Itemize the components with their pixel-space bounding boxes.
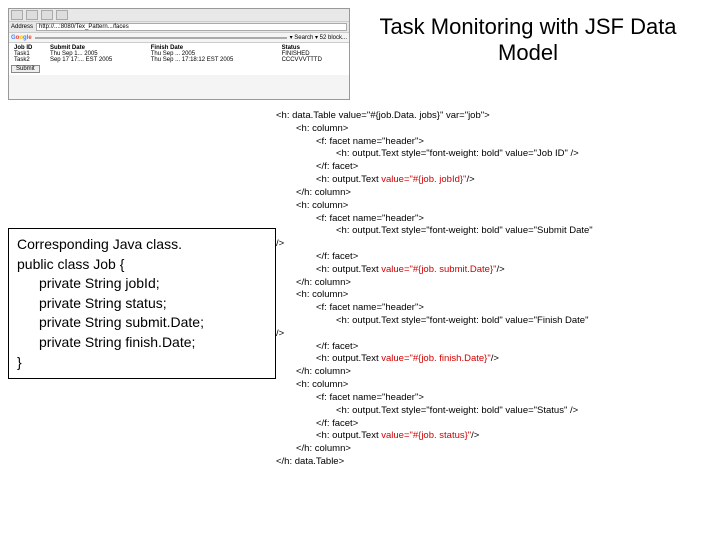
address-label: Address	[11, 24, 33, 30]
code-line: <h: output.Text value="#{job. submit.Dat…	[276, 264, 696, 277]
code-line: <h: output.Text style="font-weight: bold…	[276, 225, 696, 238]
java-line: public class Job {	[17, 255, 267, 275]
code-line: <h: output.Text value="#{job. status}"/>	[276, 430, 696, 443]
code-line: />	[276, 328, 696, 341]
code-line: </h: data.Table>	[276, 456, 696, 469]
code-line: <h: column>	[276, 123, 696, 136]
java-line: private String jobId;	[17, 274, 267, 294]
code-line: <f: facet name="header">	[276, 136, 696, 149]
jsf-code-block: <h: data.Table value="#{job.Data. jobs}"…	[276, 108, 696, 469]
google-toolbar: Google ▾ Search ▾ 52 block...	[9, 33, 349, 43]
code-line: <f: facet name="header">	[276, 213, 696, 226]
code-line: </f: facet>	[276, 418, 696, 431]
reload-icon	[41, 10, 53, 20]
code-line: </f: facet>	[276, 161, 696, 174]
address-row: Address http://...:8080/Tex_Pattern.../f…	[9, 22, 349, 33]
address-bar: http://...:8080/Tex_Pattern.../faces	[36, 23, 347, 31]
code-line: <h: output.Text style="font-weight: bold…	[276, 315, 696, 328]
table-row: Task2 Sep 17 17:... EST 2005 Thu Sep ...…	[11, 57, 347, 63]
code-line: </f: facet>	[276, 251, 696, 264]
code-line: <f: facet name="header">	[276, 302, 696, 315]
code-line: <h: data.Table value="#{job.Data. jobs}"…	[276, 110, 696, 123]
google-search-label: ▾ Search ▾ 52 block...	[290, 34, 347, 41]
google-search-input	[35, 37, 287, 39]
slide-title: Task Monitoring with JSF Data Model	[358, 8, 698, 100]
code-line: </h: column>	[276, 277, 696, 290]
code-line: <h: output.Text style="font-weight: bold…	[276, 148, 696, 161]
stop-icon	[56, 10, 68, 20]
java-line: private String finish.Date;	[17, 333, 267, 353]
code-line: <h: column>	[276, 289, 696, 302]
code-line: <h: column>	[276, 379, 696, 392]
code-line: </h: column>	[276, 366, 696, 379]
code-line: <h: output.Text value="#{job. jobId}"/>	[276, 174, 696, 187]
java-line: private String submit.Date;	[17, 313, 267, 333]
code-line: />	[276, 238, 696, 251]
browser-screenshot: Address http://...:8080/Tex_Pattern.../f…	[8, 8, 350, 100]
back-icon	[11, 10, 23, 20]
forward-icon	[26, 10, 38, 20]
java-line: private String status;	[17, 294, 267, 314]
code-line: <h: output.Text style="font-weight: bold…	[276, 405, 696, 418]
job-table: Job ID Submit Date Finish Date Status Ta…	[9, 43, 349, 75]
google-logo-icon: Google	[11, 35, 32, 41]
code-line: <f: facet name="header">	[276, 392, 696, 405]
submit-button: Submit	[11, 65, 40, 73]
code-line: <h: column>	[276, 200, 696, 213]
code-line: <h: output.Text value="#{job. finish.Dat…	[276, 353, 696, 366]
java-heading: Corresponding Java class.	[17, 235, 267, 255]
java-line: }	[17, 353, 267, 373]
code-line: </h: column>	[276, 187, 696, 200]
java-class-box: Corresponding Java class. public class J…	[8, 228, 276, 379]
code-line: </f: facet>	[276, 341, 696, 354]
code-line: </h: column>	[276, 443, 696, 456]
browser-toolbar	[9, 9, 349, 22]
